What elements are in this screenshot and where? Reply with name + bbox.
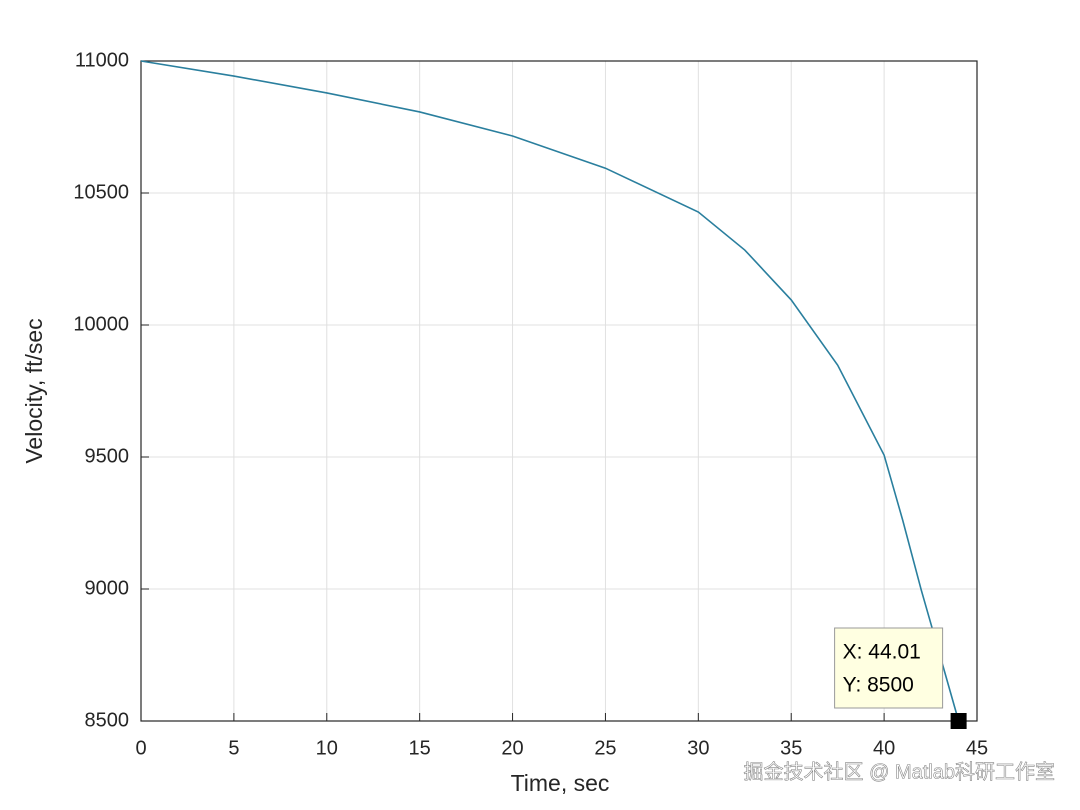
x-tick-label: 45 (966, 737, 988, 759)
x-axis-label: Time, sec (511, 770, 610, 796)
x-tick-label: 15 (409, 737, 431, 759)
y-tick-label: 9500 (85, 445, 130, 467)
datatip-box (834, 627, 944, 709)
datatip-label: X: 44.01 (843, 641, 921, 664)
x-tick-label: 25 (594, 737, 616, 759)
x-tick-label: 10 (316, 737, 338, 759)
data-line (140, 60, 960, 722)
x-tick-label: 40 (873, 737, 895, 759)
y-tick-label: 10000 (73, 313, 129, 335)
watermark: 掘金技术社区 @ Matlab科研工作室 (744, 760, 1055, 783)
x-tick-label: 35 (780, 737, 802, 759)
datatip-marker (950, 713, 967, 729)
x-tick-label: 5 (228, 737, 239, 759)
y-tick-label: 11000 (75, 49, 129, 71)
plot-frame (140, 60, 978, 722)
x-tick-label: 30 (687, 737, 709, 759)
y-tick-label: 10500 (73, 181, 129, 203)
datatip-label: Y: 8500 (843, 674, 914, 697)
x-tick-label: 0 (135, 737, 146, 759)
y-tick-label: 8500 (85, 709, 130, 731)
y-axis-label: Velocity, ft/sec (21, 318, 47, 463)
y-tick-label: 9000 (85, 577, 130, 599)
x-tick-label: 20 (501, 737, 523, 759)
